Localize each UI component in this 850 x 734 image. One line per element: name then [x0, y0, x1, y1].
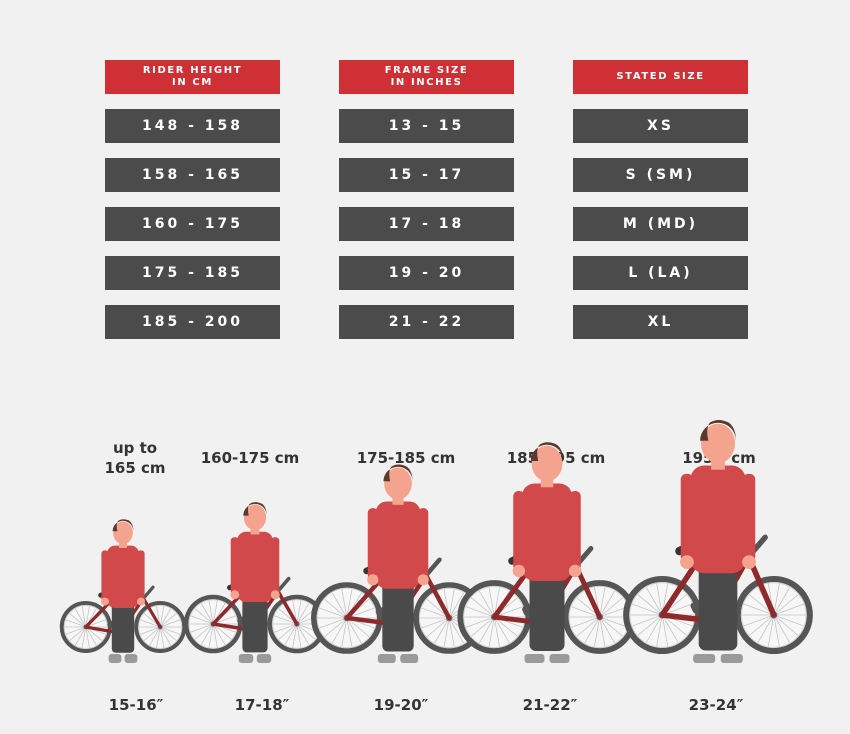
left-arm	[680, 473, 694, 563]
shirt	[107, 545, 139, 608]
left-shoe	[377, 654, 396, 663]
frame-size-cell: 15 - 17	[339, 158, 514, 192]
hair	[530, 442, 564, 461]
rider-height-label-1: up to 165 cm	[104, 439, 166, 477]
left-arm	[513, 491, 525, 571]
stated-size-cell: XL	[573, 305, 748, 339]
rider-5	[623, 420, 813, 663]
shirt	[375, 501, 421, 589]
left-shoe	[693, 654, 716, 663]
pants	[529, 573, 565, 651]
right-hand	[742, 555, 756, 570]
right-hand	[270, 590, 280, 600]
right-shoe	[549, 654, 570, 663]
frame-size-cell: 21 - 22	[339, 305, 514, 339]
right-hand	[417, 574, 429, 586]
left-shoe	[238, 654, 254, 663]
frame-size-label-2: 17-18″	[234, 696, 290, 714]
left-shoe	[108, 654, 122, 663]
left-hand	[512, 564, 526, 578]
right-shoe	[256, 654, 272, 663]
rider-3	[311, 464, 485, 663]
neck	[250, 526, 260, 535]
left-hand	[101, 597, 109, 606]
bicycle	[59, 585, 187, 654]
shirt	[237, 531, 273, 602]
left-hand	[230, 590, 240, 600]
frame-size-label-1: 15-16″	[108, 696, 164, 714]
pants	[698, 564, 738, 651]
right-arm	[137, 550, 145, 602]
neck	[540, 476, 554, 488]
head	[384, 467, 412, 500]
handlebar	[423, 557, 442, 578]
frame-size-cell: 17 - 18	[339, 207, 514, 241]
stated-size-header: STATED SIZE	[573, 60, 748, 94]
shirt	[522, 483, 572, 581]
rider-height-header: RIDER HEIGHT IN CM	[105, 60, 280, 94]
pants	[111, 603, 135, 653]
stated-size-cell: M (MD)	[573, 207, 748, 241]
frame-size-label-5: 23-24″	[688, 696, 744, 714]
rider-height-label-2: 160-175 cm	[200, 449, 300, 467]
right-shoe	[720, 654, 743, 663]
rider-height-cell: 185 - 200	[105, 305, 280, 339]
handlebar	[141, 585, 155, 601]
frame-size-header: FRAME SIZE IN INCHES	[339, 60, 514, 94]
right-arm	[271, 537, 280, 595]
head	[700, 423, 736, 464]
frame-size-label-4: 21-22″	[522, 696, 578, 714]
stated-size-cell: XS	[573, 109, 748, 143]
right-shoe	[400, 654, 419, 663]
neck	[392, 494, 404, 505]
rider-height-cell: 148 - 158	[105, 109, 280, 143]
stated-size-cell: S (SM)	[573, 158, 748, 192]
left-shoe	[524, 654, 545, 663]
rider-1	[59, 519, 187, 663]
rider-2	[183, 502, 327, 663]
rider-height-cell: 175 - 185	[105, 256, 280, 290]
left-hand	[367, 574, 379, 586]
left-arm	[230, 537, 239, 595]
rider-height-label-3: 175-185 cm	[356, 449, 456, 467]
frame-size-label-3: 19-20″	[373, 696, 429, 714]
left-arm	[101, 550, 109, 602]
head	[243, 504, 267, 531]
right-hand	[137, 597, 145, 606]
rider-height-cell: 160 - 175	[105, 207, 280, 241]
frame-size-cell: 13 - 15	[339, 109, 514, 143]
stated-size-cell: L (LA)	[573, 256, 748, 290]
rider-4	[457, 442, 637, 663]
rider-height-cell: 158 - 165	[105, 158, 280, 192]
left-hand	[680, 555, 694, 570]
frame-size-cell: 19 - 20	[339, 256, 514, 290]
right-hand	[568, 564, 582, 578]
head	[531, 445, 563, 482]
neck	[119, 540, 127, 548]
left-arm	[367, 508, 378, 580]
right-arm	[742, 473, 756, 563]
handlebar	[276, 576, 291, 594]
head	[113, 521, 133, 545]
right-arm	[569, 491, 581, 571]
pants	[242, 596, 268, 653]
hair	[383, 464, 413, 482]
hair	[700, 420, 736, 441]
right-shoe	[124, 654, 138, 663]
right-arm	[418, 508, 429, 580]
pants	[382, 582, 414, 652]
hair	[112, 519, 134, 532]
shirt	[690, 465, 746, 574]
bicycle	[183, 576, 327, 654]
hair	[243, 502, 267, 516]
